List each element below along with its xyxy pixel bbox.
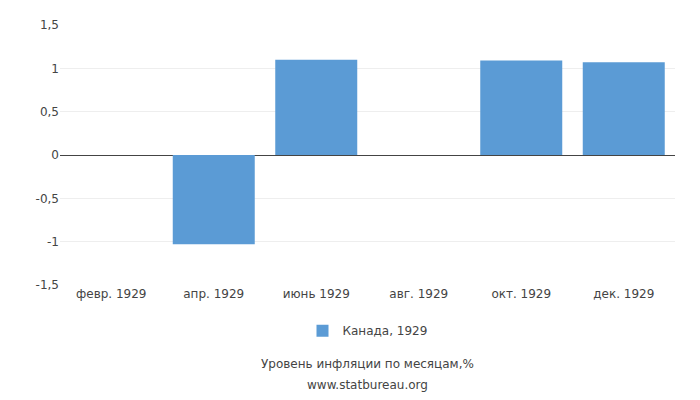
svg-text:окт. 1929: окт. 1929 xyxy=(491,287,551,301)
svg-text:-1: -1 xyxy=(47,235,59,249)
svg-text:Канада, 1929: Канада, 1929 xyxy=(343,324,428,338)
svg-text:февр. 1929: февр. 1929 xyxy=(76,287,147,301)
svg-text:авг. 1929: авг. 1929 xyxy=(389,287,448,301)
svg-text:0,5: 0,5 xyxy=(40,105,59,119)
svg-text:-0,5: -0,5 xyxy=(36,192,59,206)
svg-text:апр. 1929: апр. 1929 xyxy=(183,287,244,301)
svg-text:-1,5: -1,5 xyxy=(36,278,59,292)
svg-text:www.statbureau.org: www.statbureau.org xyxy=(307,378,428,392)
svg-text:дек. 1929: дек. 1929 xyxy=(593,287,654,301)
svg-text:0: 0 xyxy=(51,148,59,162)
svg-text:1: 1 xyxy=(51,62,59,76)
svg-text:Уровень инфляции по месяцам,%: Уровень инфляции по месяцам,% xyxy=(261,357,474,371)
svg-text:июнь 1929: июнь 1929 xyxy=(283,287,350,301)
svg-text:1,5: 1,5 xyxy=(40,18,59,32)
